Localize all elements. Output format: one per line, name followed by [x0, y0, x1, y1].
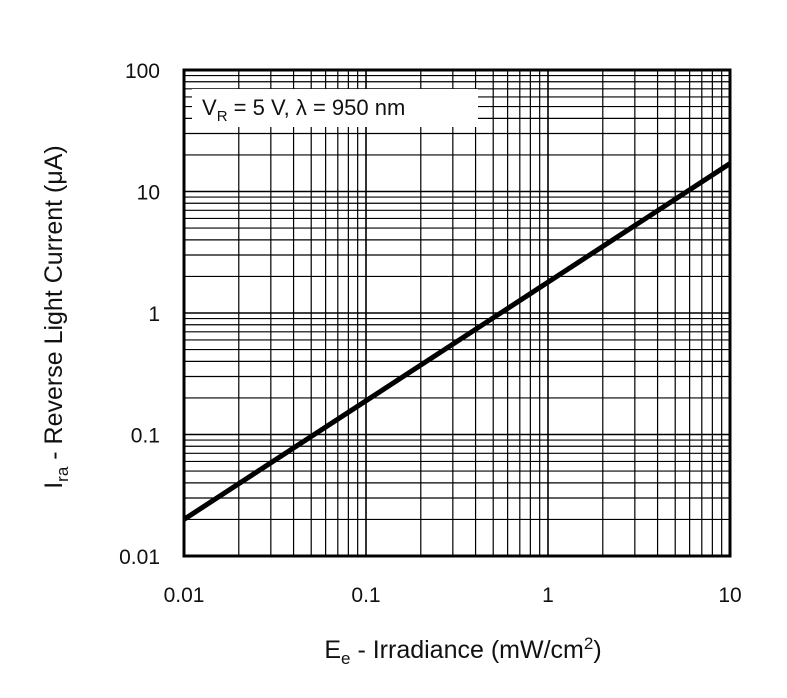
x-axis-title-sup: 2: [584, 634, 593, 653]
x-tick-label: 0.01: [164, 584, 205, 607]
annotation-rest: = 5 V, λ = 950 nm: [228, 95, 406, 120]
y-axis-title-rest: - Reverse Light Current (μA): [40, 145, 68, 466]
condition-annotation: VR = 5 V, λ = 950 nm: [192, 89, 478, 127]
y-axis-title-sub: ra: [53, 466, 72, 482]
annotation-background: [192, 89, 478, 127]
x-tick-label: 10: [718, 584, 741, 607]
x-tick-label: 0.1: [351, 584, 380, 607]
y-tick-label: 10: [137, 182, 160, 205]
y-tick-label: 0.01: [119, 546, 160, 569]
grid-lines: [183, 70, 730, 557]
x-tick-labels: 0.01 0.1 1 10: [164, 584, 742, 607]
x-axis-title-main: E: [324, 636, 341, 664]
y-tick-label: 100: [125, 60, 160, 83]
series-line: [182, 161, 732, 522]
plot-frame: [182, 68, 732, 558]
x-axis-title-sub: e: [341, 649, 350, 668]
y-axis-title: Ira - Reverse Light Current (μA): [40, 145, 72, 489]
y-tick-labels: 0.01 0.1 1 10 100: [119, 60, 160, 569]
series-group: [182, 161, 732, 522]
x-axis-title-rest: - Irradiance (mW/cm: [351, 636, 584, 664]
y-tick-label: 0.1: [131, 425, 160, 448]
y-axis-title-main: I: [40, 482, 68, 489]
x-tick-label: 1: [542, 584, 554, 607]
x-axis-title: Ee - Irradiance (mW/cm2): [324, 634, 601, 668]
annotation-v: V: [202, 95, 217, 120]
annotation-text: VR = 5 V, λ = 950 nm: [202, 95, 405, 125]
annotation-v-subscript: R: [217, 108, 228, 125]
x-axis-title-end: ): [593, 636, 601, 664]
y-tick-label: 1: [148, 303, 160, 326]
